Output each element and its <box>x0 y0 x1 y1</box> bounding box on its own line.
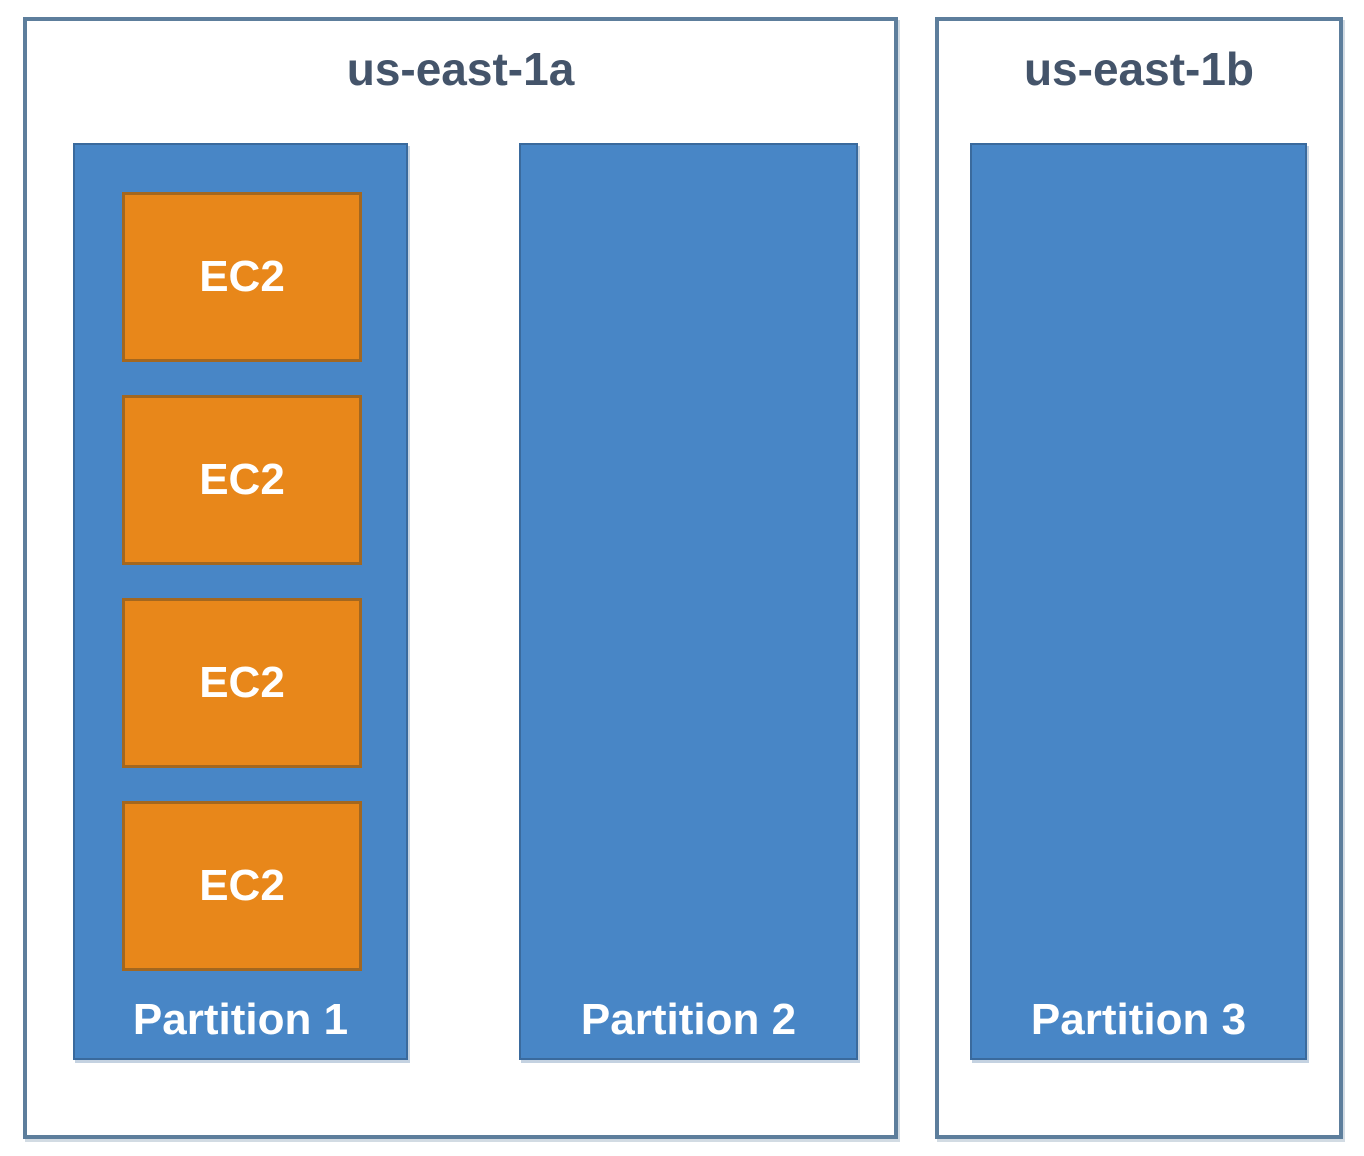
ec2-instance-box: EC2 <box>122 801 362 971</box>
ec2-instance-label: EC2 <box>199 252 285 301</box>
partition-2-label: Partition 2 <box>580 994 797 1044</box>
partition-3-box: Partition 3 <box>970 143 1307 1060</box>
ec2-instance-box: EC2 <box>122 395 362 565</box>
az-title-us-east-1a: us-east-1a <box>346 43 575 95</box>
partition-2-box: Partition 2 <box>519 143 858 1060</box>
partition-1-label: Partition 1 <box>132 994 349 1044</box>
ec2-instance-label: EC2 <box>199 658 285 707</box>
partition-3-label: Partition 3 <box>1030 994 1247 1044</box>
az-title-us-east-1b: us-east-1b <box>1023 43 1255 95</box>
availability-zone-us-east-1a: us-east-1a EC2 EC2 EC2 EC2 Partition 1 P… <box>23 17 898 1139</box>
ec2-instance-label: EC2 <box>199 861 285 910</box>
partition-1-box: EC2 EC2 EC2 EC2 Partition 1 <box>73 143 408 1060</box>
ec2-instance-box: EC2 <box>122 598 362 768</box>
ec2-instance-label: EC2 <box>199 455 285 504</box>
ec2-instance-box: EC2 <box>122 192 362 362</box>
availability-zone-us-east-1b: us-east-1b Partition 3 <box>935 17 1343 1139</box>
